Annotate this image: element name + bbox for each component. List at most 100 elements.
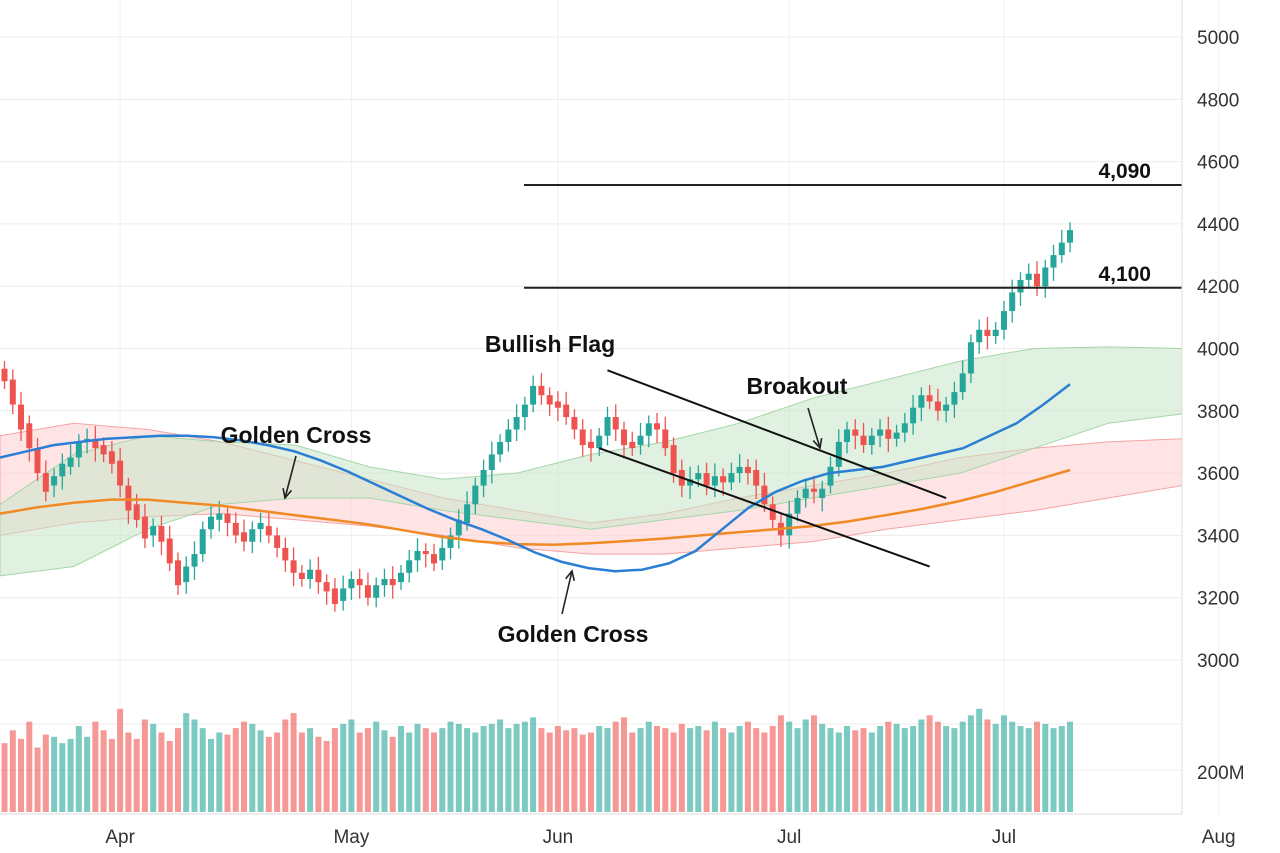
- volume-bar: [348, 719, 355, 812]
- volume-bar: [761, 732, 768, 812]
- annotation-label: Golden Cross: [221, 422, 372, 448]
- volume-bar: [373, 721, 380, 812]
- volume-bar: [860, 728, 867, 812]
- candle-body: [265, 526, 272, 536]
- volume-bar: [480, 726, 487, 812]
- y-tick-label: 4200: [1197, 277, 1239, 298]
- volume-bar: [224, 734, 231, 812]
- volume-bar: [175, 728, 181, 812]
- candle-body: [959, 373, 966, 393]
- price-level-label: 4,100: [1098, 263, 1151, 286]
- candle-body: [26, 423, 33, 449]
- volume-bar: [422, 728, 429, 812]
- candle-body: [744, 466, 751, 474]
- flag-channel: [598, 369, 947, 568]
- sma-blue-line: [0, 383, 1071, 573]
- candle-body: [488, 454, 495, 470]
- annotation-arrow: [807, 407, 821, 449]
- volume-bar: [687, 728, 694, 812]
- volume-bar: [439, 728, 446, 812]
- volume-bar: [455, 723, 462, 813]
- candle-body: [158, 526, 165, 542]
- volume-bar: [257, 730, 264, 812]
- candle-body: [141, 516, 148, 539]
- price-level-label: 4,090: [1098, 160, 1151, 183]
- annotation-arrow: [284, 455, 297, 499]
- candle-body: [51, 476, 58, 486]
- volume-bar: [282, 719, 289, 812]
- volume-bar: [274, 732, 281, 812]
- candle-body: [67, 457, 74, 467]
- candle-body: [1034, 273, 1040, 287]
- candle-body: [992, 329, 999, 336]
- candle-body: [579, 429, 586, 446]
- candle-body: [431, 554, 437, 564]
- volume-bar: [67, 738, 74, 812]
- candle-body: [885, 429, 892, 439]
- candle-body: [18, 404, 24, 430]
- candle-body: [59, 463, 66, 477]
- volume-bar: [9, 730, 16, 812]
- candle-body: [1050, 255, 1057, 268]
- candle-body: [356, 579, 363, 586]
- candle-body: [835, 441, 842, 467]
- annotation-arrow: [561, 570, 573, 615]
- candle-body: [241, 532, 247, 542]
- candle-body: [687, 479, 694, 486]
- volume-bar: [34, 747, 41, 812]
- volume-bar: [918, 719, 925, 812]
- volume-bar: [414, 723, 421, 813]
- candle-body: [216, 513, 223, 520]
- candle-body: [943, 404, 950, 411]
- volume-bar: [141, 719, 148, 812]
- volume-bar: [736, 726, 743, 812]
- candle-body: [323, 582, 330, 592]
- volume-bar: [844, 726, 850, 812]
- volume-bar: [934, 721, 941, 812]
- candle-body: [596, 435, 603, 449]
- annotation-arrowhead: [565, 569, 575, 581]
- candle-body: [331, 588, 338, 604]
- axes: 5000 4800 4600 4400 4200 4000 3800 3600 3400 3200…: [105, 0, 1245, 848]
- candle-body: [1067, 230, 1073, 243]
- annotation-arrowhead: [812, 437, 823, 450]
- x-tick-label: Jul: [777, 827, 801, 848]
- volume-bar: [662, 728, 669, 812]
- volume-bar: [1058, 726, 1065, 812]
- candle-body: [934, 401, 941, 411]
- candle-body: [472, 485, 479, 505]
- volume-bar: [728, 732, 735, 812]
- candle-body: [538, 385, 545, 396]
- candle-body: [75, 441, 82, 458]
- candle-body: [389, 579, 396, 586]
- volume-bar: [117, 708, 124, 812]
- volume-bar: [1009, 721, 1016, 812]
- volume-bar: [381, 730, 388, 812]
- volume-bar: [703, 730, 710, 812]
- y-tick-label: 4600: [1197, 153, 1239, 174]
- candle-body: [373, 585, 380, 598]
- volume-bar: [100, 730, 107, 812]
- volume-bar: [232, 728, 239, 812]
- annotation-label: Golden Cross: [498, 621, 649, 647]
- volume-bar: [604, 728, 611, 812]
- volume-bar: [819, 723, 826, 813]
- volume-bar: [59, 743, 66, 812]
- candle-body: [125, 485, 132, 511]
- candle-body: [381, 579, 388, 586]
- candle-body: [753, 470, 760, 486]
- y-tick-label: 3200: [1197, 589, 1239, 610]
- volume-bar: [42, 734, 49, 812]
- candle-body: [860, 435, 867, 445]
- annotation-arrowhead: [282, 488, 293, 500]
- x-tick-label: Jul: [992, 827, 1016, 848]
- candle-body: [1017, 280, 1024, 293]
- candle-body: [1058, 242, 1065, 256]
- candle-body: [1, 368, 8, 382]
- candle-body: [282, 547, 289, 561]
- candle-body: [670, 445, 677, 474]
- candle-body: [447, 535, 454, 548]
- candle-body: [398, 572, 404, 583]
- volume-bar: [637, 728, 644, 812]
- volume-bar: [447, 721, 454, 812]
